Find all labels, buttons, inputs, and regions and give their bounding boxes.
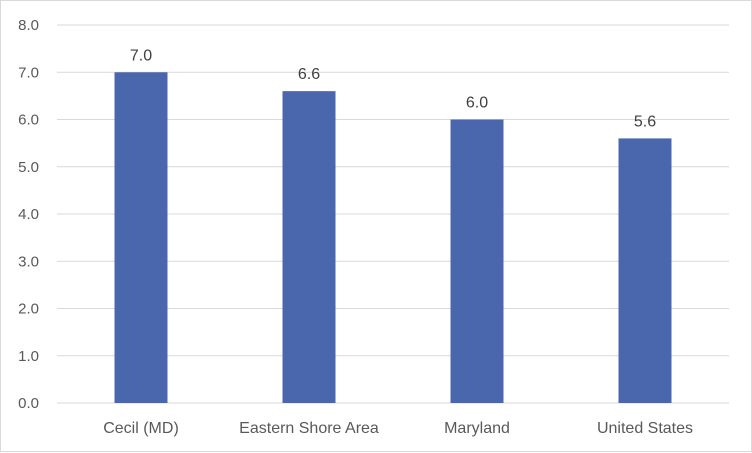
y-tick-label: 7.0 (18, 64, 39, 81)
data-label: 7.0 (130, 47, 152, 64)
data-labels: 7.0 6.6 6.0 5.6 (130, 47, 656, 130)
data-label: 6.0 (466, 95, 488, 112)
gridlines (57, 24, 729, 404)
bar (450, 119, 504, 403)
bar (282, 91, 336, 404)
y-tick-label: 8.0 (18, 17, 39, 34)
y-tick-label: 5.0 (18, 159, 39, 176)
x-category-label: United States (597, 420, 693, 437)
x-category-label: Cecil (MD) (103, 420, 179, 437)
y-tick-label: 4.0 (18, 206, 39, 223)
bar (618, 138, 672, 403)
y-tick-label: 3.0 (18, 253, 39, 270)
y-axis-tick-labels: 0.0 1.0 2.0 3.0 4.0 5.0 6.0 7.0 8.0 (18, 17, 39, 412)
x-axis-category-labels: Cecil (MD) Eastern Shore Area Maryland Unit… (103, 420, 693, 437)
x-category-label: Maryland (444, 420, 510, 437)
y-tick-label: 6.0 (18, 112, 39, 129)
y-tick-label: 2.0 (18, 301, 39, 318)
data-label: 5.6 (634, 113, 656, 130)
y-tick-label: 1.0 (18, 348, 39, 365)
bar (114, 72, 168, 403)
x-category-label: Eastern Shore Area (239, 420, 379, 437)
y-tick-label: 0.0 (18, 395, 39, 412)
data-label: 6.6 (298, 66, 320, 83)
bars (114, 72, 672, 404)
